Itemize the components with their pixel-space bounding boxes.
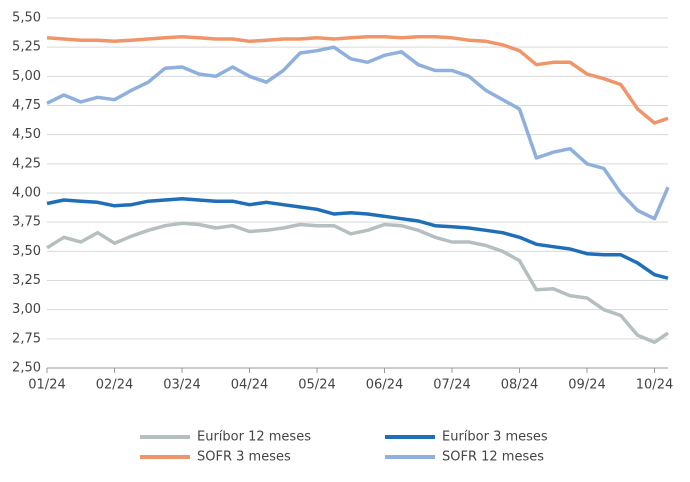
- y-tick-label: 2,75: [12, 331, 41, 346]
- legend-label: Euríbor 12 meses: [197, 430, 311, 445]
- legend-label: Euríbor 3 meses: [442, 430, 548, 445]
- y-tick-label: 5,00: [12, 69, 41, 84]
- y-tick-label: 4,25: [12, 156, 41, 171]
- y-tick-label: 3,25: [12, 273, 41, 288]
- y-tick-label: 4,75: [12, 98, 41, 113]
- series-line: [46, 45, 670, 221]
- series-line: [46, 197, 669, 280]
- legend-label: SOFR 12 meses: [442, 450, 544, 465]
- x-tick-label: 07/24: [433, 378, 470, 393]
- x-tick-label: 09/24: [568, 378, 605, 393]
- y-tick-label: 3,50: [12, 244, 41, 259]
- y-tick-label: 3,75: [12, 215, 41, 230]
- y-tick-label: 5,50: [12, 11, 41, 26]
- x-tick-label: 08/24: [501, 378, 538, 393]
- x-tick-label: 04/24: [231, 378, 268, 393]
- x-tick-label: 05/24: [298, 378, 335, 393]
- legend-label: SOFR 3 meses: [197, 450, 291, 465]
- x-tick-label: 01/24: [28, 378, 65, 393]
- x-tick-label: 10/24: [636, 378, 673, 393]
- y-tick-label: 5,25: [12, 40, 41, 55]
- x-tick-label: 02/24: [96, 378, 133, 393]
- series-line: [46, 34, 669, 125]
- y-tick-label: 4,50: [12, 127, 41, 142]
- y-tick-label: 4,00: [12, 186, 41, 201]
- y-tick-label: 3,00: [12, 302, 41, 317]
- x-tick-label: 03/24: [163, 378, 200, 393]
- series-line: [46, 221, 669, 345]
- y-tick-label: 2,50: [12, 361, 41, 376]
- x-tick-label: 06/24: [366, 378, 403, 393]
